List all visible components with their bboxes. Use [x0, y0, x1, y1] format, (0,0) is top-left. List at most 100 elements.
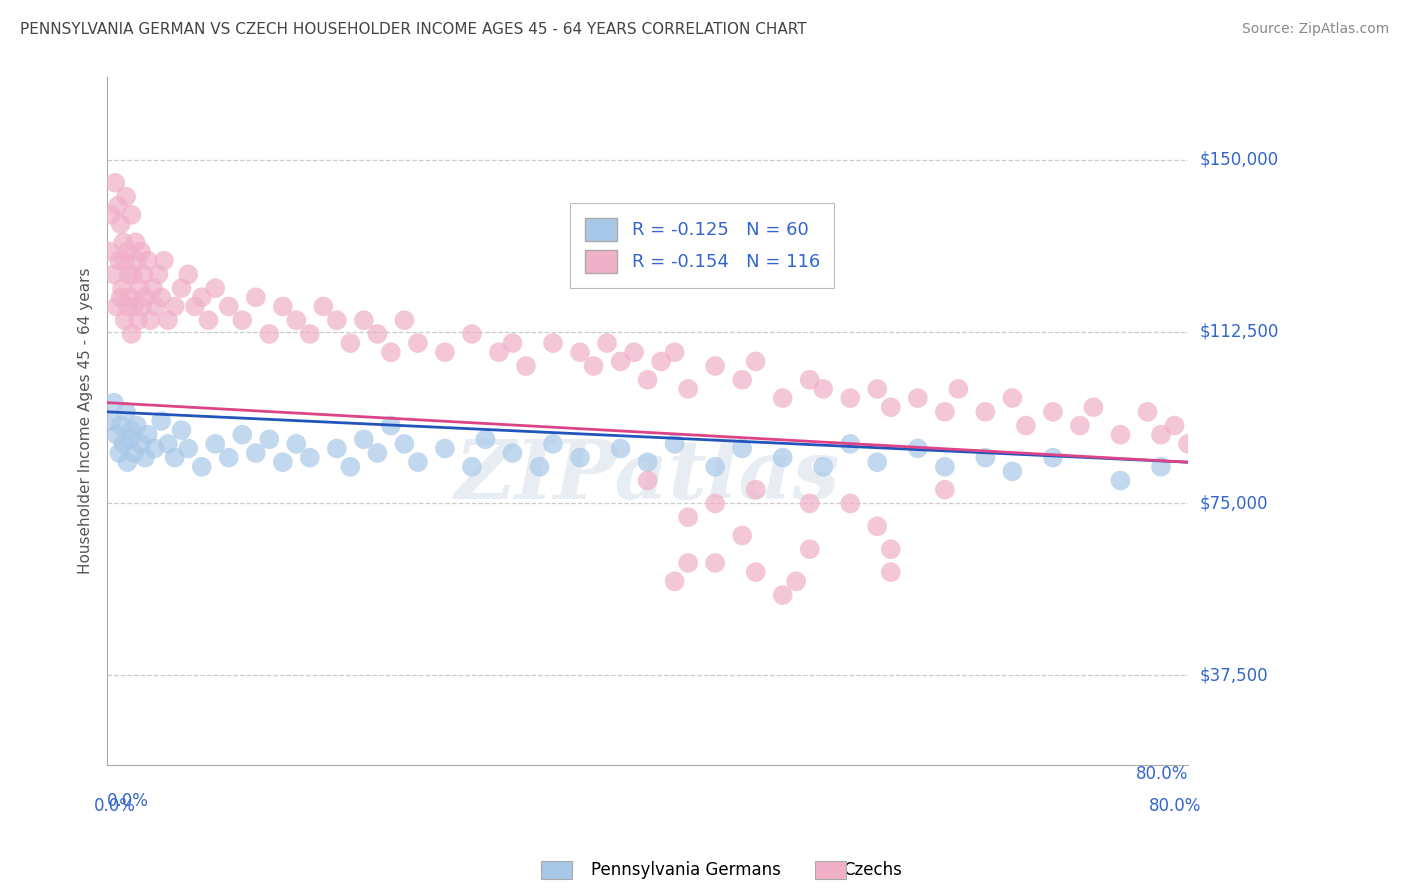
Point — [676, 556, 699, 570]
Point — [163, 300, 186, 314]
Point — [131, 300, 153, 314]
Point — [502, 336, 524, 351]
Point — [115, 189, 138, 203]
Point — [1042, 405, 1064, 419]
Point — [285, 437, 308, 451]
Point — [112, 235, 135, 250]
Point — [839, 391, 862, 405]
Point — [907, 442, 929, 456]
Point — [637, 474, 659, 488]
Point — [110, 217, 132, 231]
Point — [245, 446, 267, 460]
Point — [108, 446, 131, 460]
Point — [744, 483, 766, 497]
Point — [731, 442, 754, 456]
Point — [772, 391, 794, 405]
Point — [105, 427, 128, 442]
Point — [839, 496, 862, 510]
Point — [148, 268, 170, 282]
Point — [366, 326, 388, 341]
Point — [339, 459, 361, 474]
Point — [103, 268, 125, 282]
Point — [100, 208, 122, 222]
Point — [772, 450, 794, 465]
Point — [664, 437, 686, 451]
Point — [406, 455, 429, 469]
Point — [799, 542, 821, 557]
Point — [111, 281, 134, 295]
Point — [110, 418, 132, 433]
Point — [134, 290, 156, 304]
Point — [120, 290, 142, 304]
Text: $150,000: $150,000 — [1199, 151, 1278, 169]
Point — [1083, 401, 1105, 415]
Point — [637, 373, 659, 387]
Point — [271, 455, 294, 469]
Point — [145, 300, 167, 314]
Point — [704, 459, 727, 474]
Point — [569, 450, 592, 465]
Point — [139, 313, 162, 327]
Point — [98, 244, 121, 259]
Point — [218, 450, 240, 465]
Point — [143, 442, 166, 456]
Point — [880, 565, 903, 579]
Point — [156, 437, 179, 451]
Point — [744, 354, 766, 368]
Point — [380, 418, 402, 433]
Point — [231, 427, 253, 442]
Point — [934, 483, 956, 497]
Point — [117, 300, 139, 314]
Point — [541, 437, 564, 451]
Point — [799, 496, 821, 510]
Point — [704, 359, 727, 373]
Point — [948, 382, 970, 396]
Point — [676, 510, 699, 524]
Point — [813, 382, 835, 396]
Point — [298, 326, 321, 341]
Point — [121, 326, 143, 341]
Text: 0.0%: 0.0% — [94, 797, 135, 814]
Point — [153, 253, 176, 268]
Point — [664, 574, 686, 589]
Point — [121, 423, 143, 437]
Point — [704, 556, 727, 570]
Point — [731, 373, 754, 387]
Point — [204, 437, 226, 451]
Point — [150, 414, 173, 428]
Point — [184, 300, 207, 314]
Point — [170, 423, 193, 437]
Point — [813, 459, 835, 474]
Point — [650, 354, 672, 368]
Point — [121, 268, 143, 282]
Point — [114, 253, 136, 268]
Point — [1109, 474, 1132, 488]
Point — [107, 199, 129, 213]
Text: ZIPatlas: ZIPatlas — [456, 436, 841, 516]
Point — [177, 268, 200, 282]
Text: PENNSYLVANIA GERMAN VS CZECH HOUSEHOLDER INCOME AGES 45 - 64 YEARS CORRELATION C: PENNSYLVANIA GERMAN VS CZECH HOUSEHOLDER… — [20, 22, 806, 37]
Point — [609, 442, 631, 456]
Point — [406, 336, 429, 351]
Point — [772, 588, 794, 602]
Point — [839, 437, 862, 451]
Point — [103, 395, 125, 409]
Point — [150, 290, 173, 304]
Point — [380, 345, 402, 359]
Point — [541, 336, 564, 351]
Point — [637, 455, 659, 469]
Point — [132, 268, 155, 282]
Point — [259, 326, 281, 341]
Point — [231, 313, 253, 327]
Point — [394, 313, 416, 327]
Point — [744, 565, 766, 579]
Point — [163, 450, 186, 465]
Point — [529, 459, 551, 474]
Point — [1001, 464, 1024, 478]
Point — [104, 176, 127, 190]
Point — [121, 208, 143, 222]
Point — [129, 244, 152, 259]
Point — [259, 432, 281, 446]
Point — [127, 313, 149, 327]
Point — [112, 437, 135, 451]
